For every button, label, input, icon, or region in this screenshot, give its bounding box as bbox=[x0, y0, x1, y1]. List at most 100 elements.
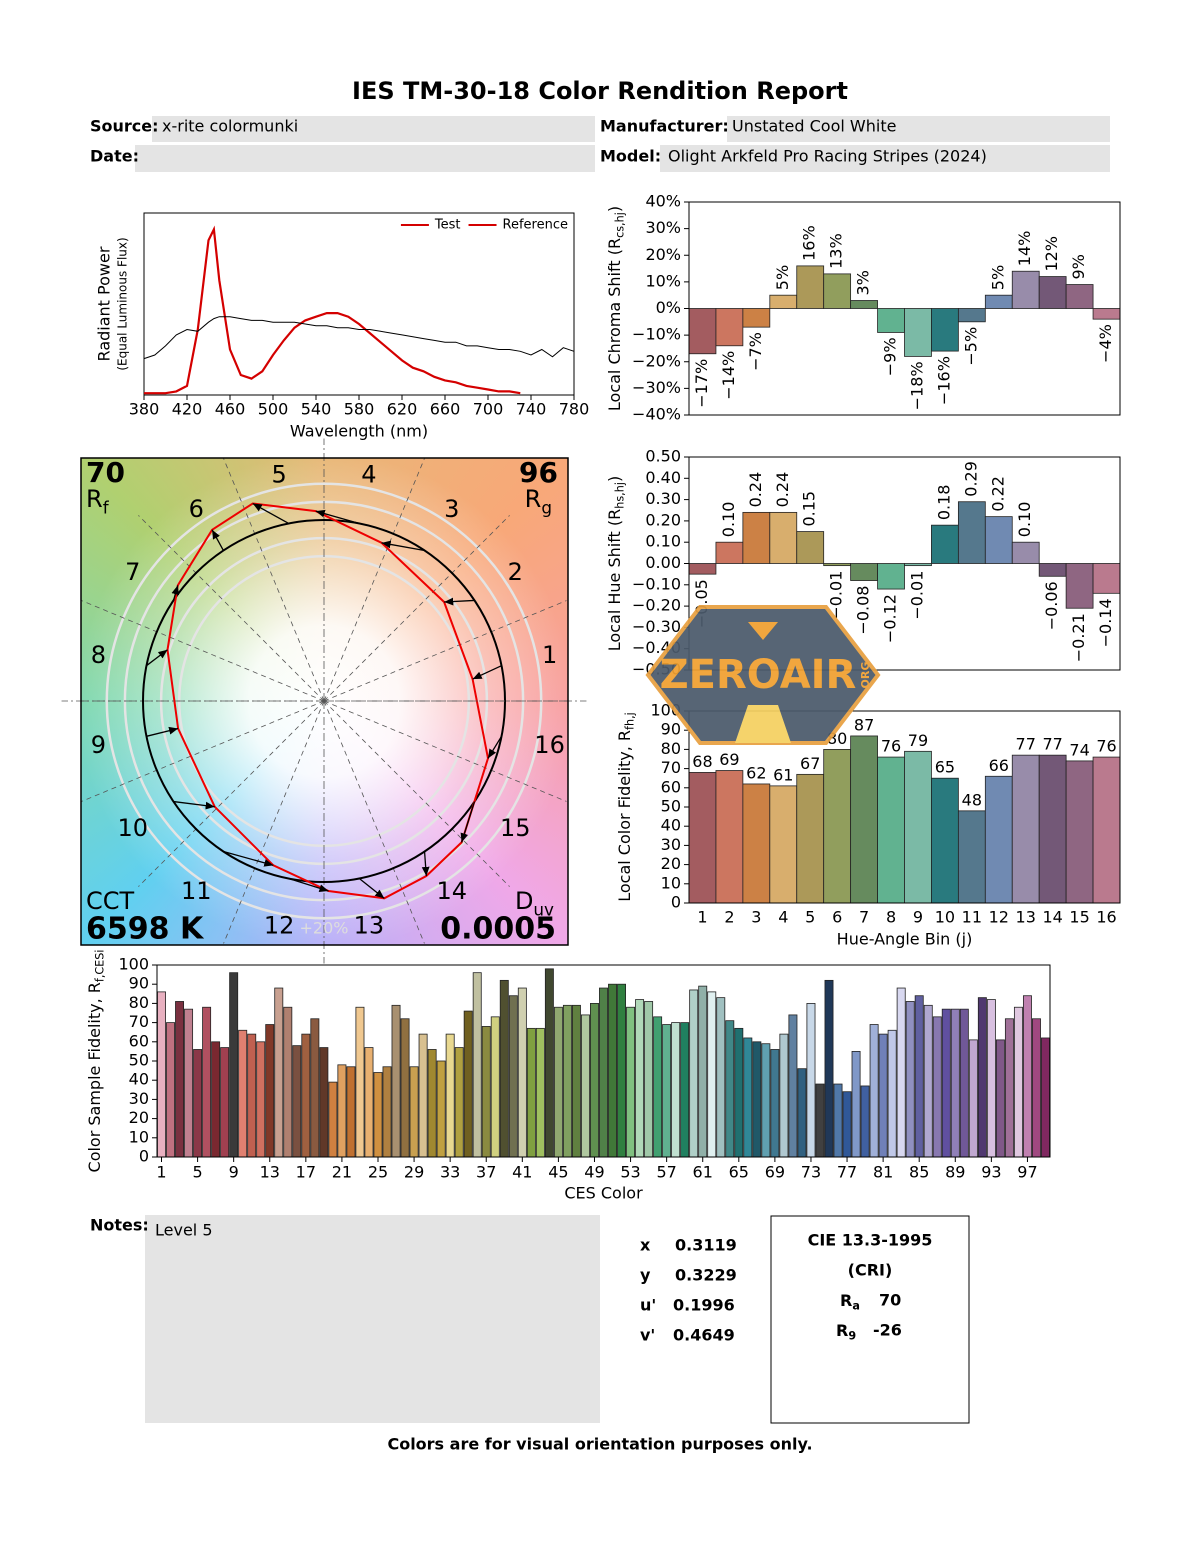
x-tick-label: 10 bbox=[935, 908, 955, 927]
shift-arrow bbox=[252, 502, 290, 525]
y-tick-label: 50 bbox=[661, 797, 681, 816]
shift-arrow bbox=[171, 585, 180, 601]
bar bbox=[788, 1014, 798, 1158]
value-label: 68 bbox=[692, 752, 712, 771]
bin-label: 13 bbox=[354, 912, 385, 940]
x-tick-label: 69 bbox=[765, 1163, 785, 1182]
value-label: 14% bbox=[1015, 231, 1034, 267]
x-tick-label: 6 bbox=[832, 908, 842, 927]
bar bbox=[869, 1024, 879, 1158]
bar bbox=[256, 1041, 266, 1158]
bar bbox=[689, 989, 699, 1158]
bar bbox=[796, 773, 825, 904]
bar bbox=[373, 1072, 383, 1158]
bar bbox=[904, 308, 932, 357]
y-tick-label: 30 bbox=[661, 835, 681, 854]
bar bbox=[382, 1066, 392, 1158]
bar bbox=[463, 1010, 473, 1158]
bar bbox=[715, 541, 744, 564]
bar bbox=[490, 1016, 500, 1158]
bar bbox=[742, 783, 771, 904]
field-label: Date: bbox=[90, 147, 139, 166]
x-tick-label: 7 bbox=[859, 908, 869, 927]
y-axis-label-part: ) bbox=[605, 476, 624, 482]
value-label: −17% bbox=[692, 359, 711, 408]
vector-frame bbox=[80, 457, 569, 946]
plot-frame bbox=[688, 201, 1121, 416]
bar bbox=[265, 1024, 275, 1158]
value-label: −0.06 bbox=[1042, 581, 1061, 630]
value-label: −0.14 bbox=[1096, 598, 1115, 647]
value-label: −9% bbox=[881, 337, 900, 376]
x-tick-label: 9 bbox=[913, 908, 923, 927]
x-tick-label: 65 bbox=[729, 1163, 749, 1182]
bar bbox=[950, 1008, 960, 1158]
notes-label: Notes: bbox=[90, 1216, 149, 1235]
bar bbox=[688, 563, 717, 575]
value-label: 13% bbox=[827, 233, 846, 269]
bar bbox=[860, 1085, 870, 1158]
bar bbox=[698, 985, 708, 1158]
bar bbox=[1038, 276, 1067, 309]
x-tick-label: 33 bbox=[440, 1163, 460, 1182]
value-label: 12% bbox=[1042, 236, 1061, 272]
y-tick-label: 30 bbox=[129, 1089, 149, 1108]
x-tick-label: 37 bbox=[476, 1163, 496, 1182]
x-tick-label: 8 bbox=[886, 908, 896, 927]
x-tick-label: 45 bbox=[548, 1163, 568, 1182]
value-label: 0.24 bbox=[773, 472, 792, 508]
bar bbox=[743, 1037, 753, 1158]
x-tick-label: 5 bbox=[192, 1163, 202, 1182]
cri-symbol-part: a bbox=[852, 1300, 860, 1313]
shift-arrow bbox=[223, 850, 274, 867]
bar bbox=[409, 1066, 419, 1158]
y-tick-label: 70 bbox=[129, 1012, 149, 1031]
cri-symbol-part: R bbox=[836, 1321, 848, 1340]
chromaticity-table: x 0.3119 y 0.3229 u' 0.1996 v' 0.4649 bbox=[640, 1236, 737, 1345]
value-label: 67 bbox=[800, 754, 820, 773]
bar bbox=[715, 770, 744, 904]
bar bbox=[797, 1068, 807, 1158]
bar bbox=[292, 1045, 302, 1158]
bar bbox=[715, 308, 744, 347]
y-tick-label: 100 bbox=[118, 955, 149, 974]
bar bbox=[553, 1006, 563, 1158]
bar bbox=[229, 972, 239, 1158]
bar bbox=[418, 1033, 428, 1158]
x-tick-label: 500 bbox=[258, 400, 289, 419]
value-label: 0.10 bbox=[1015, 502, 1034, 538]
bar bbox=[986, 999, 996, 1158]
watermark-icon bbox=[748, 622, 778, 640]
shift-arrow bbox=[472, 665, 502, 680]
bar bbox=[364, 1047, 374, 1158]
bar bbox=[1038, 563, 1067, 577]
bin-boundary bbox=[323, 700, 567, 802]
bar bbox=[796, 265, 825, 309]
bar bbox=[346, 1066, 356, 1158]
x-tick-label: 780 bbox=[559, 400, 590, 419]
bar bbox=[984, 516, 1013, 564]
x-tick-label: 380 bbox=[129, 400, 160, 419]
x-axis-label: CES Color bbox=[564, 1184, 643, 1203]
y-tick-label: 90 bbox=[129, 974, 149, 993]
y-tick-label: 20 bbox=[661, 854, 681, 873]
bar bbox=[904, 563, 932, 567]
cri-value: -26 bbox=[873, 1321, 902, 1340]
y-axis-note: (Equal Luminous Flux) bbox=[116, 237, 130, 370]
x-tick-label: 580 bbox=[344, 400, 375, 419]
cct-label: CCT bbox=[86, 887, 135, 915]
bar bbox=[535, 1027, 545, 1158]
bin-label: 16 bbox=[534, 731, 565, 759]
cri-value: 70 bbox=[879, 1291, 901, 1310]
bar bbox=[328, 1081, 338, 1158]
x-tick-label: 1 bbox=[697, 908, 707, 927]
watermark-badge bbox=[645, 605, 881, 745]
bar bbox=[688, 308, 717, 355]
y-axis-label: Radiant Power bbox=[95, 246, 114, 361]
bar bbox=[878, 1033, 888, 1158]
bin-label: 5 bbox=[271, 460, 286, 488]
cri-symbol: Ra bbox=[840, 1291, 860, 1313]
rf-label: Rf bbox=[86, 485, 110, 517]
bar bbox=[823, 563, 852, 567]
